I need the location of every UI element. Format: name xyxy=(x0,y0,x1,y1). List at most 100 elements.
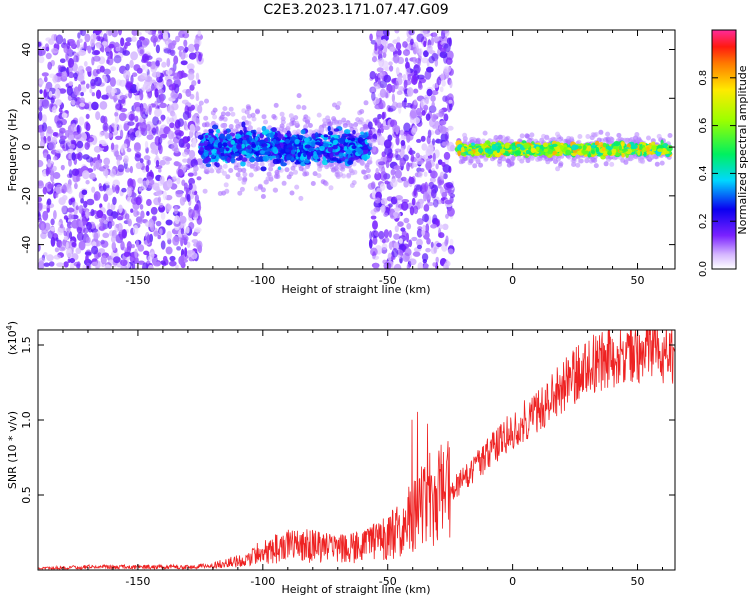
heatmap-cell xyxy=(59,58,66,64)
heatmap-cell xyxy=(158,34,163,40)
heatmap-cell xyxy=(108,216,113,221)
heatmap-cell xyxy=(152,216,157,222)
heatmap-cell xyxy=(261,142,268,148)
heatmap-cell xyxy=(525,158,531,164)
heatmap-cell xyxy=(78,240,86,251)
heatmap-cell xyxy=(204,98,209,104)
heatmap-cell xyxy=(501,156,507,162)
heatmap-cell xyxy=(319,127,325,133)
heatmap-cell xyxy=(56,262,65,267)
heatmap-cell xyxy=(81,189,88,196)
heatmap-cell xyxy=(441,141,450,147)
heatmap-cell xyxy=(263,119,268,125)
heatmap-cell xyxy=(123,122,129,132)
heatmap-cell xyxy=(250,129,255,134)
heatmap-cell xyxy=(80,197,84,204)
heatmap-cell xyxy=(316,173,322,179)
heatmap-cell xyxy=(394,225,399,233)
heatmap-cell xyxy=(84,251,92,256)
heatmap-cell xyxy=(96,209,104,219)
heatmap-cell xyxy=(338,152,344,159)
heatmap-cell xyxy=(60,164,65,171)
heatmap-cell xyxy=(352,169,358,175)
heatmap-cell xyxy=(362,148,369,155)
heatmap-cell xyxy=(403,122,411,133)
heatmap-cell xyxy=(286,156,291,161)
heatmap-cell xyxy=(186,63,195,71)
heatmap-cell xyxy=(50,47,59,54)
heatmap-cell xyxy=(430,36,435,46)
heatmap-cell xyxy=(212,114,218,120)
heatmap-cell xyxy=(412,163,418,168)
heatmap-cell xyxy=(78,49,86,56)
heatmap-cell xyxy=(654,161,660,167)
heatmap-cell xyxy=(63,215,69,220)
heatmap-cell xyxy=(236,143,242,150)
heatmap-cell xyxy=(372,236,378,245)
heatmap-cell xyxy=(157,234,162,240)
heatmap-cell xyxy=(68,81,74,86)
heatmap-cell xyxy=(198,100,204,106)
heatmap-cell xyxy=(211,124,219,130)
heatmap-cell xyxy=(395,42,402,51)
heatmap-cell xyxy=(400,201,409,211)
heatmap-cell xyxy=(165,246,173,255)
heatmap-cell xyxy=(43,89,47,99)
heatmap-cell xyxy=(195,91,199,99)
heatmap-cell xyxy=(125,80,133,90)
heatmap-cell xyxy=(146,123,151,132)
heatmap-cell xyxy=(472,163,478,169)
heatmap-cell xyxy=(307,147,314,152)
heatmap-cell xyxy=(371,91,376,102)
heatmap-cell xyxy=(423,104,429,111)
heatmap-cell xyxy=(122,143,128,149)
heatmap-cell xyxy=(406,161,410,172)
heatmap-cell xyxy=(109,168,117,178)
heatmap-cell xyxy=(76,124,82,134)
heatmap-cell xyxy=(221,123,227,129)
heatmap-cell xyxy=(443,263,449,269)
heatmap-cell xyxy=(391,93,396,103)
heatmap-cell xyxy=(382,125,390,131)
heatmap-cell xyxy=(143,250,150,256)
heatmap-cell xyxy=(395,136,400,145)
heatmap-cell xyxy=(180,60,188,66)
heatmap-cell xyxy=(413,98,418,106)
heatmap-cell xyxy=(274,169,280,175)
heatmap-cell xyxy=(575,162,581,168)
heatmap-cell xyxy=(115,103,124,111)
heatmap-cell xyxy=(256,127,262,133)
heatmap-cell xyxy=(129,131,136,141)
heatmap-cell xyxy=(261,130,268,135)
heatmap-cell xyxy=(182,110,190,121)
heatmap-cell xyxy=(90,38,95,48)
heatmap-cell xyxy=(410,38,414,46)
heatmap-cell xyxy=(272,158,280,165)
heatmap-cell xyxy=(616,132,622,138)
heatmap-cell xyxy=(162,190,168,201)
heatmap-cell xyxy=(462,132,468,138)
heatmap-cell xyxy=(416,107,422,116)
heatmap-cell xyxy=(146,198,152,207)
heatmap-cell xyxy=(79,97,85,104)
heatmap-cell xyxy=(263,138,269,142)
heatmap-cell xyxy=(449,102,453,111)
heatmap-cell xyxy=(181,151,188,157)
heatmap-cell xyxy=(284,167,290,173)
heatmap-cell xyxy=(381,39,387,46)
heatmap-cell xyxy=(164,160,170,165)
heatmap-cell xyxy=(317,166,323,172)
heatmap-cell xyxy=(416,218,424,226)
heatmap-cell xyxy=(162,32,169,40)
heatmap-cell xyxy=(260,187,266,193)
heatmap-cell xyxy=(388,61,393,66)
heatmap-cell xyxy=(475,157,481,163)
heatmap-cell xyxy=(444,131,450,141)
heatmap-cell xyxy=(42,210,49,221)
heatmap-cell xyxy=(303,124,309,130)
heatmap-cell xyxy=(184,46,189,53)
heatmap-cell xyxy=(190,252,198,260)
heatmap-cell xyxy=(407,73,412,81)
heatmap-cell xyxy=(136,211,140,216)
heatmap-cell xyxy=(425,247,431,253)
